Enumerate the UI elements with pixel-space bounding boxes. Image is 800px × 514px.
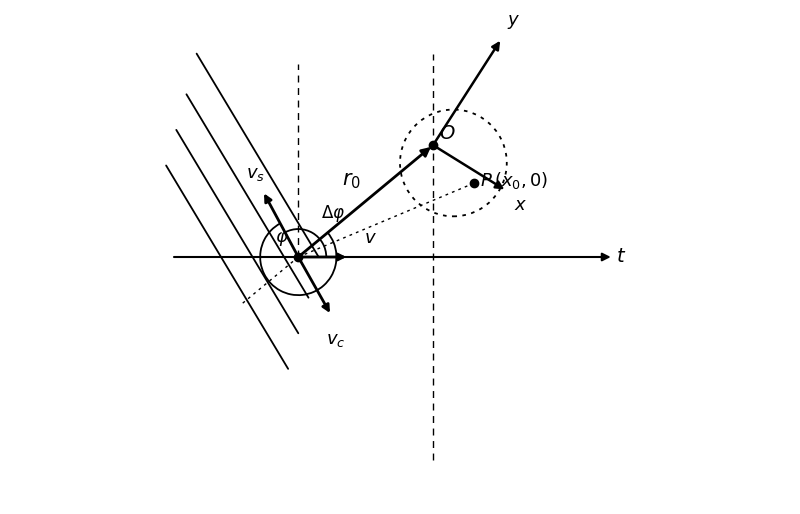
- Text: $x$: $x$: [514, 196, 528, 214]
- Text: $v$: $v$: [365, 229, 378, 247]
- Text: $O$: $O$: [439, 123, 456, 142]
- Text: $y$: $y$: [506, 13, 520, 31]
- Text: $v_c$: $v_c$: [326, 331, 346, 348]
- Text: $\varphi$: $\varphi$: [275, 230, 289, 248]
- Text: $t$: $t$: [616, 248, 626, 266]
- Text: $P$: $P$: [480, 172, 493, 190]
- Text: $v_s$: $v_s$: [246, 166, 265, 183]
- Text: $r_0$: $r_0$: [342, 171, 361, 191]
- Text: $\Delta\varphi$: $\Delta\varphi$: [321, 203, 346, 224]
- Text: $(x_0,0)$: $(x_0,0)$: [494, 170, 548, 191]
